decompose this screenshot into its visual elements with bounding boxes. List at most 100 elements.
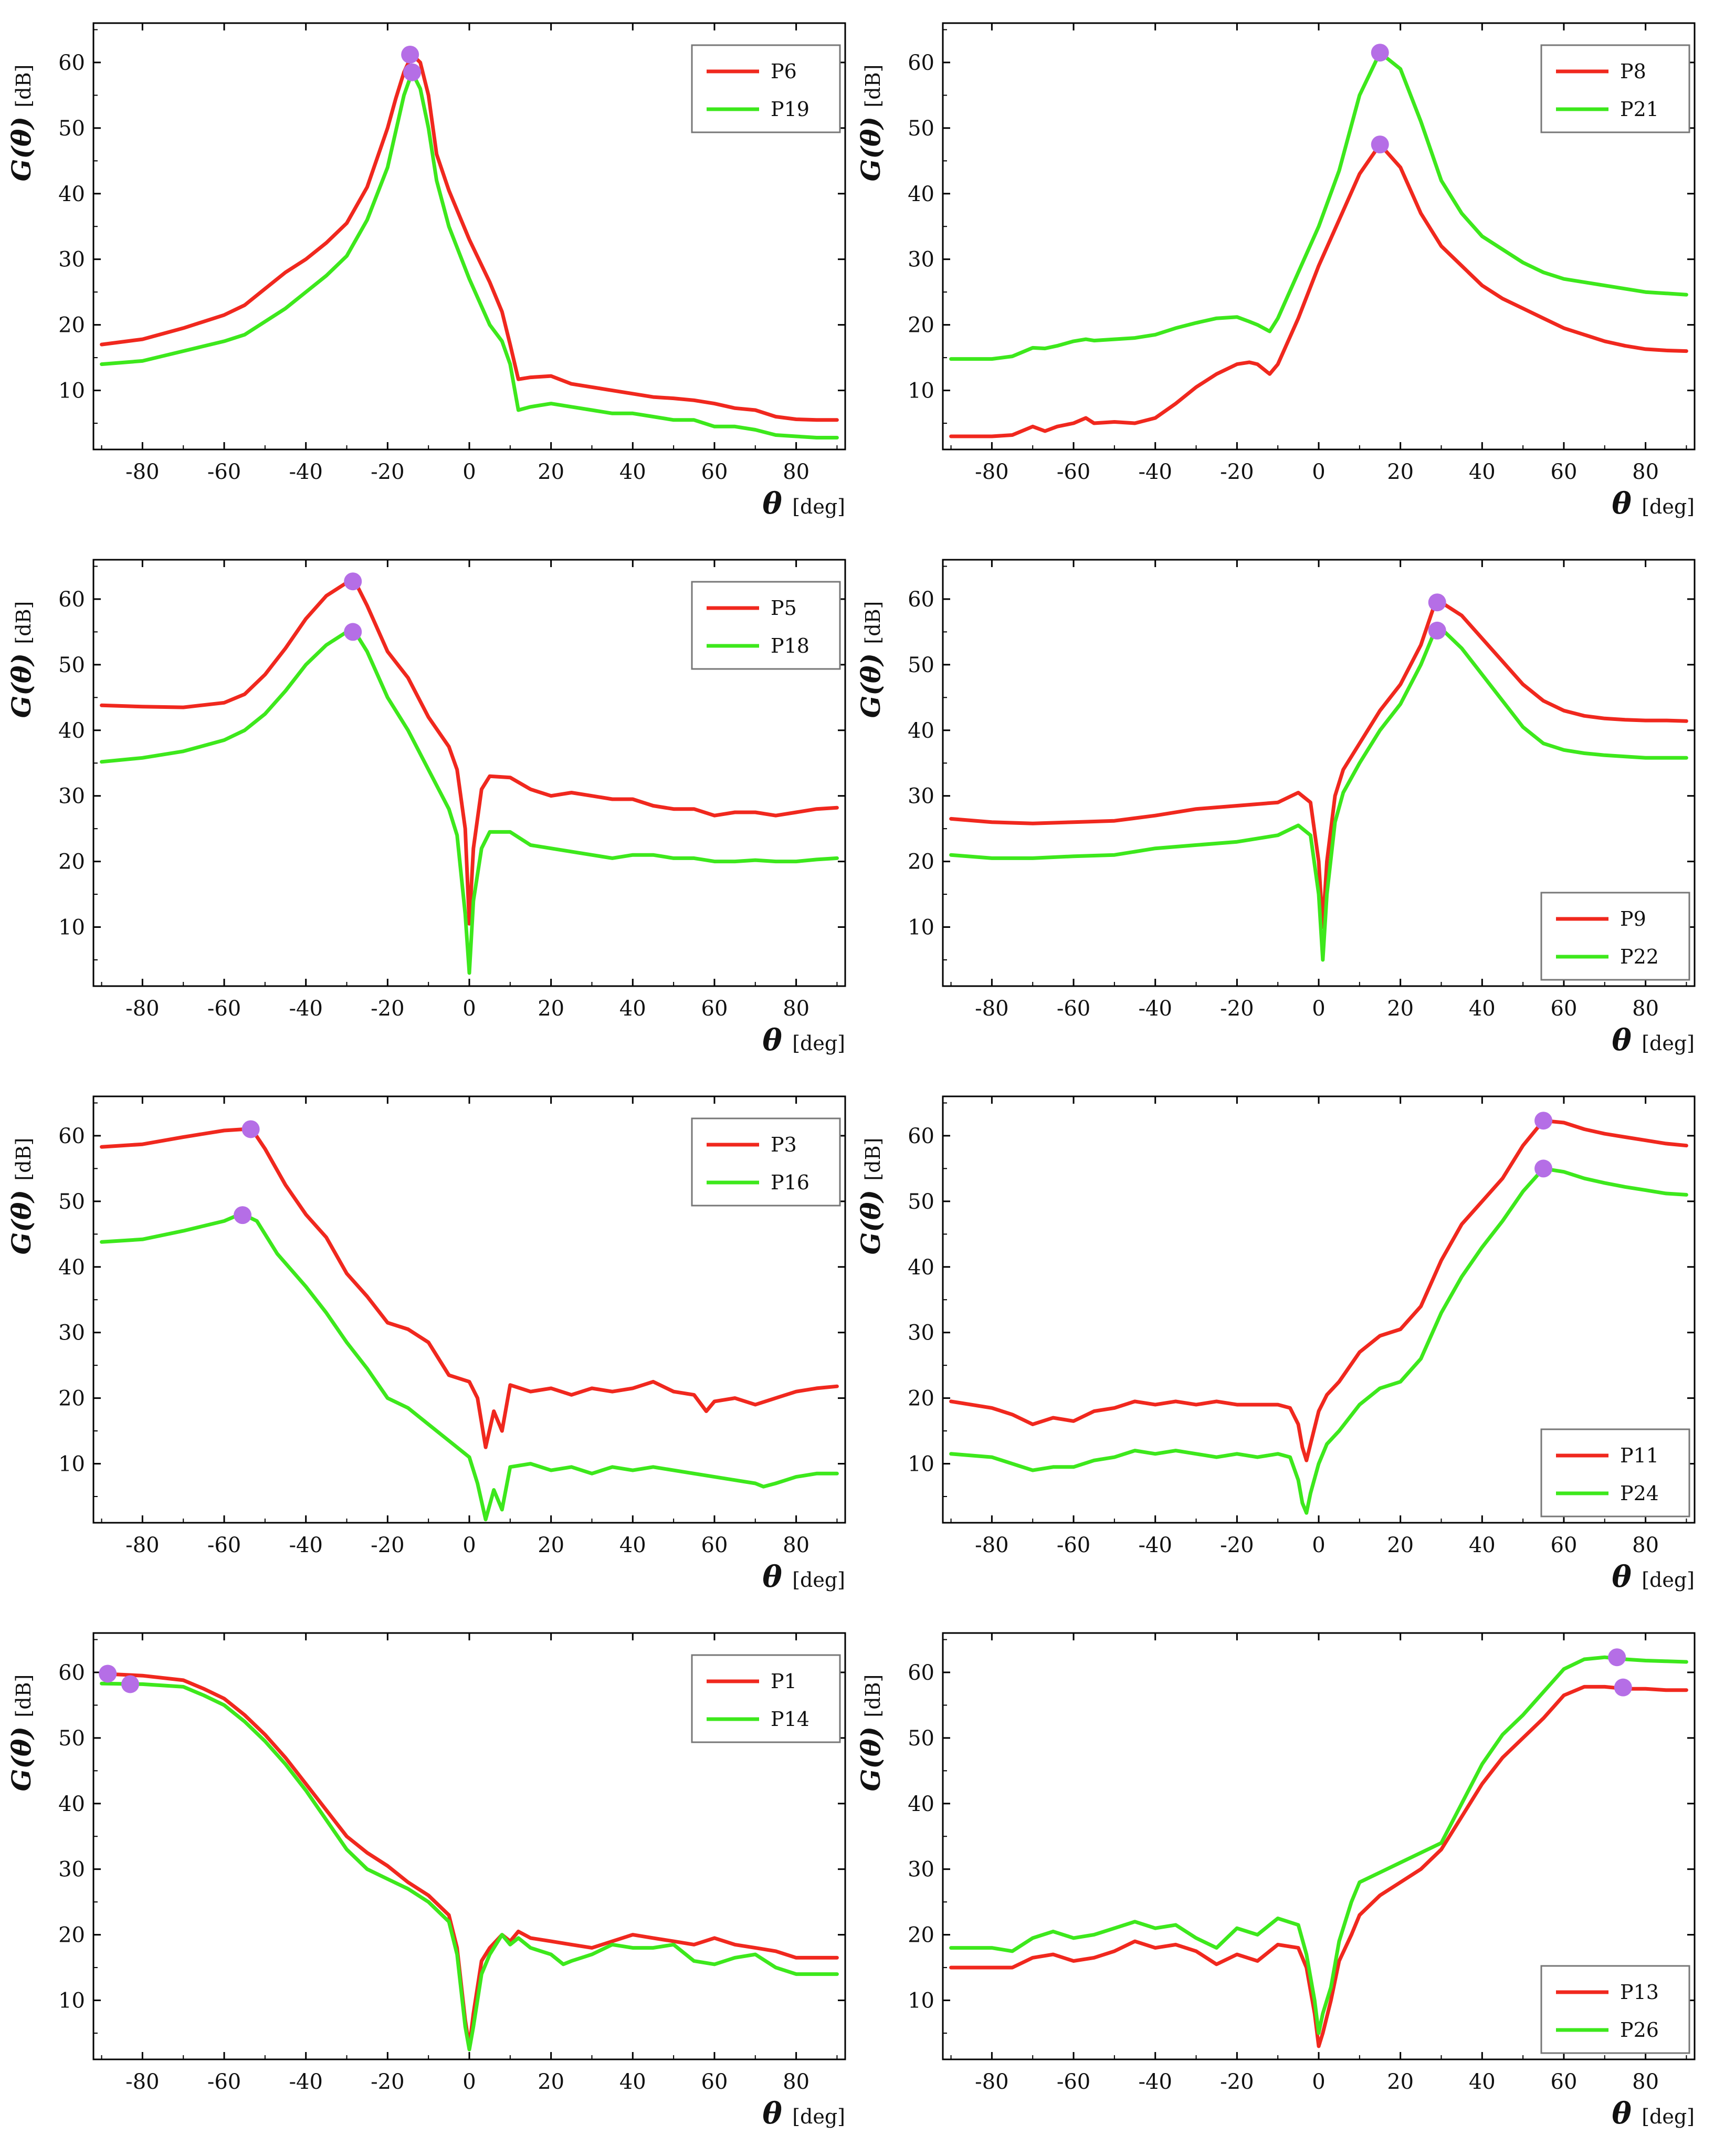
x-axis-unit: [deg] <box>1642 495 1695 518</box>
y-tick-label: 10 <box>908 379 934 403</box>
legend-label-p9: P9 <box>1620 907 1646 930</box>
y-tick-label: 10 <box>58 1452 85 1477</box>
x-tick-label: -40 <box>289 1533 322 1557</box>
y-tick-label: 40 <box>908 719 934 743</box>
y-tick-label: 40 <box>908 1792 934 1816</box>
x-tick-label: -60 <box>207 2070 241 2094</box>
legend-label-p21: P21 <box>1620 98 1659 121</box>
y-tick-label: 20 <box>908 850 934 874</box>
y-tick-label: 30 <box>908 1858 934 1882</box>
x-tick-label: 80 <box>1632 1533 1659 1557</box>
legend-label-p6: P6 <box>771 60 797 83</box>
y-tick-label: 60 <box>58 1124 85 1148</box>
x-tick-label: -40 <box>1138 997 1172 1021</box>
x-tick-label: 80 <box>783 997 809 1021</box>
series-line-p13 <box>949 1684 1688 2048</box>
legend: P8 P21 <box>1540 44 1690 133</box>
y-tick-label: 20 <box>908 1923 934 1948</box>
legend-label-p8: P8 <box>1620 60 1646 83</box>
y-tick-label: 60 <box>908 588 934 612</box>
x-tick-label: 60 <box>701 1533 728 1557</box>
x-tick-label: 40 <box>619 997 646 1021</box>
series-line-p21 <box>949 50 1688 361</box>
peak-marker <box>121 1675 140 1693</box>
peak-marker <box>1614 1678 1632 1697</box>
legend: P3 P16 <box>691 1117 841 1207</box>
y-tick-label: 60 <box>908 1661 934 1685</box>
x-tick-label: 40 <box>1469 997 1496 1021</box>
y-tick-label: 30 <box>908 248 934 272</box>
y-axis-unit: [dB] <box>861 1674 885 1718</box>
series-line-p3 <box>100 1127 839 1449</box>
peak-marker <box>403 63 422 81</box>
x-tick-label: 60 <box>1551 1533 1578 1557</box>
legend-label-p13: P13 <box>1620 1981 1659 2004</box>
peak-marker <box>401 45 419 64</box>
x-tick-label: 20 <box>538 1533 564 1557</box>
y-axis-unit: [dB] <box>861 1138 885 1181</box>
x-tick-label: 20 <box>538 997 564 1021</box>
series-line-p16 <box>100 1213 839 1522</box>
y-tick-label: 30 <box>58 1321 85 1345</box>
y-axis-unit: [dB] <box>12 1674 35 1718</box>
y-tick-label: 40 <box>58 1792 85 1816</box>
legend-box <box>691 581 841 670</box>
x-tick-label: 40 <box>619 460 646 484</box>
legend: P6 P19 <box>691 44 841 133</box>
x-tick-label: 80 <box>1632 2070 1659 2094</box>
y-tick-label: 40 <box>908 182 934 206</box>
y-tick-label: 30 <box>58 1858 85 1882</box>
x-tick-label: 0 <box>1312 460 1325 484</box>
x-tick-label: 60 <box>1551 460 1578 484</box>
x-tick-label: -80 <box>125 1533 159 1557</box>
legend: P13 P26 <box>1540 1965 1690 2054</box>
y-tick-label: 10 <box>908 1989 934 2013</box>
y-tick-label: 50 <box>58 1726 85 1751</box>
x-tick-label: 20 <box>538 460 564 484</box>
x-tick-label: 40 <box>1469 460 1496 484</box>
peak-marker <box>1534 1159 1553 1178</box>
legend-box <box>1540 1428 1690 1517</box>
peak-marker <box>241 1120 260 1138</box>
y-tick-label: 50 <box>908 653 934 677</box>
y-axis-label: G(θ) [dB] <box>855 65 886 182</box>
series-line-p18 <box>100 630 839 975</box>
y-axis-unit: [dB] <box>861 601 885 644</box>
x-tick-label: 80 <box>1632 460 1659 484</box>
legend: P9 P22 <box>1540 892 1690 981</box>
series-line-p1 <box>100 1672 839 2048</box>
legend-label-p19: P19 <box>771 98 809 121</box>
x-tick-label: -80 <box>975 460 1008 484</box>
y-tick-label: 50 <box>908 117 934 141</box>
x-tick-label: 80 <box>783 1533 809 1557</box>
y-tick-label: 40 <box>58 719 85 743</box>
legend-box <box>691 1117 841 1207</box>
legend-label-p1: P1 <box>771 1670 797 1693</box>
legend-box <box>691 44 841 133</box>
y-tick-label: 40 <box>908 1255 934 1280</box>
x-tick-label: 0 <box>1312 2070 1325 2094</box>
x-tick-label: -60 <box>1057 1533 1090 1557</box>
legend-box <box>1540 44 1690 133</box>
peak-marker <box>1428 621 1446 640</box>
x-axis-unit: [deg] <box>1642 2105 1695 2128</box>
x-tick-label: -40 <box>289 2070 322 2094</box>
x-tick-label: -20 <box>371 460 404 484</box>
x-tick-label: 80 <box>783 460 809 484</box>
x-tick-label: 60 <box>701 2070 728 2094</box>
peak-marker <box>344 572 362 591</box>
x-tick-label: -80 <box>975 2070 1008 2094</box>
x-tick-label: 20 <box>1387 997 1414 1021</box>
y-tick-label: 20 <box>58 850 85 874</box>
x-tick-label: 0 <box>1312 997 1325 1021</box>
y-axis-unit: [dB] <box>861 65 885 108</box>
x-tick-label: 60 <box>1551 997 1578 1021</box>
x-tick-label: 0 <box>462 1533 476 1557</box>
x-tick-label: -40 <box>1138 1533 1172 1557</box>
y-tick-label: 50 <box>58 653 85 677</box>
y-tick-label: 60 <box>58 51 85 75</box>
peak-marker <box>1428 593 1446 612</box>
